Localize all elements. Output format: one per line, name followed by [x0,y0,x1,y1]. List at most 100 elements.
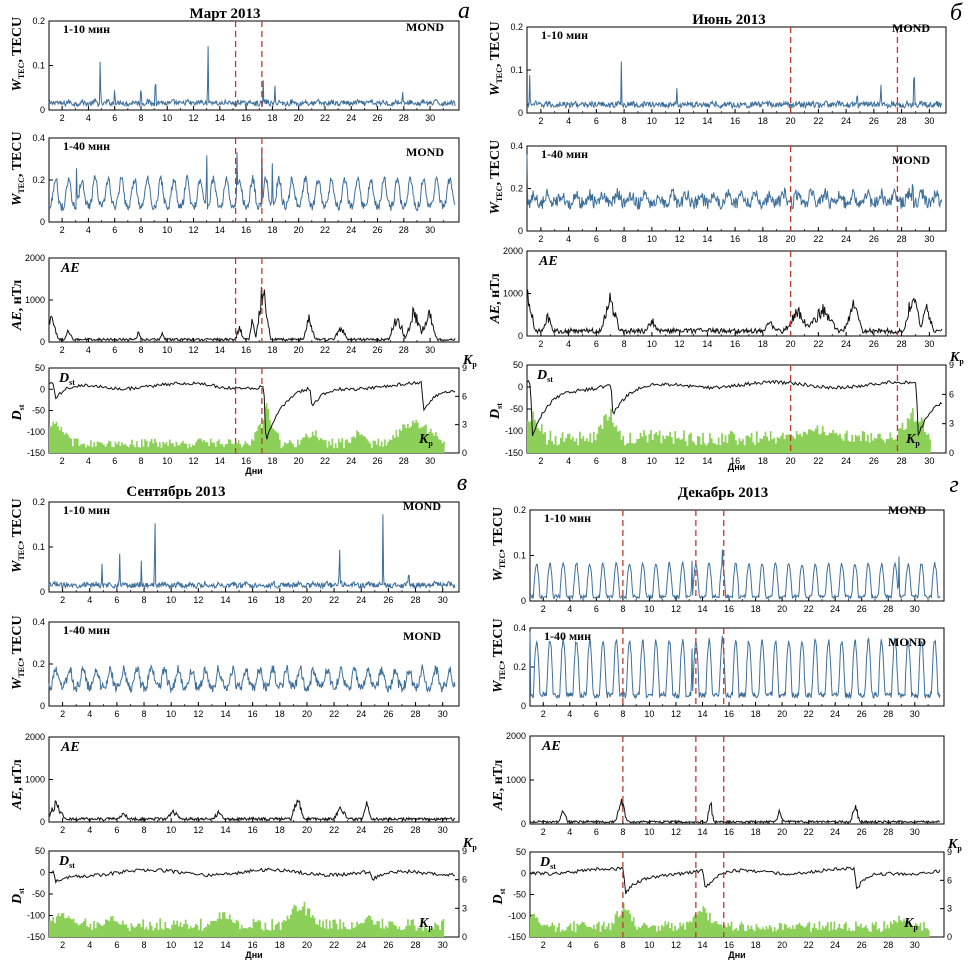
y-tick-label: 0 [462,932,467,942]
y-tick-label: 3 [462,420,467,430]
x-tick-label: 12 [675,456,685,466]
y-tick-label: 0 [521,819,526,829]
ae-label: AE [541,739,561,754]
ae-ylabel-unit: , нТл [488,273,503,305]
kp-area [49,901,445,937]
kp-axis-label: Kp [462,836,477,852]
x-tick-label: 18 [751,940,761,950]
x-tick-label: 16 [724,709,734,719]
x-tick-label: 22 [320,113,330,123]
x-tick-label: 18 [267,456,277,466]
x-tick-label: 2 [60,456,65,466]
y-tick-label: 0.1 [513,551,526,561]
x-tick-label: 28 [883,604,893,614]
x-tick-label: 24 [830,940,840,950]
dst-ylabel-sub: st [17,888,26,894]
x-tick-label: 6 [112,345,117,355]
w40-ylabel-unit: , TECU [491,618,506,664]
y-tick-label: 0 [521,701,526,711]
w10-frame [526,26,947,114]
x-tick-label: 12 [671,827,681,837]
y-tick-label: 0.4 [510,141,523,151]
y-tick-label: 6 [462,391,467,401]
y-tick-label: 0 [40,384,45,394]
x-tick-label: 20 [302,595,312,605]
x-tick-label: 6 [114,940,119,950]
y-tick-label: 0.2 [510,22,523,32]
x-tick-label: 14 [220,595,230,605]
y-tick-label: 0.1 [510,65,523,75]
x-tick-label: 16 [724,827,734,837]
ae-ylabel-unit: , нТл [10,280,25,312]
x-tick-label: 30 [910,604,920,614]
ae-frame [48,736,460,823]
x-tick-label: 24 [830,827,840,837]
x-tick-label: 6 [112,113,117,123]
w10-tag: 1-10 мин [63,503,110,517]
x-tick-label: 6 [594,456,599,466]
w40-axes: 2 4 6 8 10 12 14 16 18 20 22 24 26 28 300.40.20 [32,133,460,235]
w40-station-label: MOND [888,635,926,649]
kp-label-sub: p [913,923,918,932]
x-tick-label: 10 [162,113,172,123]
x-tick-label: 30 [425,225,435,235]
y-tick-label: 50 [516,847,526,857]
month-title: Сентябрь 2013 [126,484,225,500]
w40-ylabel: WTEC, TECU [10,615,26,690]
y-tick-label: -150 [27,932,45,942]
x-tick-label: 8 [620,827,625,837]
x-tick-label: 18 [758,456,768,466]
x-tick-label: 2 [60,825,65,835]
x-tick-label: 24 [356,595,366,605]
x-tick-label: 8 [142,825,147,835]
x-tick-label: 30 [924,339,934,349]
x-tick-label: 20 [786,234,796,244]
x-tick-label: 8 [138,456,143,466]
x-tick-label: 20 [302,825,312,835]
w40-ylabel-unit: , TECU [10,615,25,661]
y-tick-label: 9 [462,363,467,373]
x-tick-label: 20 [294,456,304,466]
ae-ylabel-unit: , нТл [10,759,25,791]
chart-3: Декабрь 2013 г2 4 6 8 10 12 14 16 18 20 22 24 26 28 300… [491,472,962,960]
x-tick-label: 16 [724,604,734,614]
x-tick-label: 16 [248,940,258,950]
x-tick-label: 6 [594,234,599,244]
y-tick-label: 6 [462,875,467,885]
x-tick-label: 18 [275,709,285,719]
x-tick-label: 26 [373,345,383,355]
w10-station-label: MOND [403,499,441,513]
w10-ylabel-sub: TEC [17,544,26,561]
x-tick-label: 14 [702,339,712,349]
w10-frame [48,501,460,593]
y-tick-label: 1000 [25,775,45,785]
x-tick-label: 12 [671,709,681,719]
x-tick-label: 24 [346,456,356,466]
w10-frame [48,20,460,111]
y-tick-label: 0 [40,868,45,878]
x-tick-label: 24 [346,113,356,123]
y-tick-label: 0.2 [32,497,45,507]
w40-axes: 2 4 6 8 10 12 14 16 18 20 22 24 26 28 300.40.20 [510,141,947,244]
x-tick-label: 4 [567,940,572,950]
x-tick-label: 20 [294,345,304,355]
x-tick-label: 14 [702,116,712,126]
panel-letter: в [457,470,467,496]
w40-series [526,154,943,210]
x-tick-label: 26 [869,234,879,244]
x-tick-label: 26 [857,827,867,837]
x-tick-label: 10 [162,456,172,466]
y-tick-label: 1000 [503,289,523,299]
y-tick-label: -50 [510,404,523,414]
x-tick-label: 30 [438,940,448,950]
dst-axes: 2 4 6 8 10 12 14 16 18 20 22 24 26 28 30500-50-100-150… [27,846,467,950]
x-tick-label: 12 [675,234,685,244]
x-tick-label: 6 [594,940,599,950]
w10-tag: 1-10 мин [63,22,110,36]
x-tick-label: 8 [138,113,143,123]
x-tick-label: 22 [329,825,339,835]
x-tick-label: 16 [724,940,734,950]
x-tick-label: 22 [329,709,339,719]
x-tick-label: 20 [777,827,787,837]
